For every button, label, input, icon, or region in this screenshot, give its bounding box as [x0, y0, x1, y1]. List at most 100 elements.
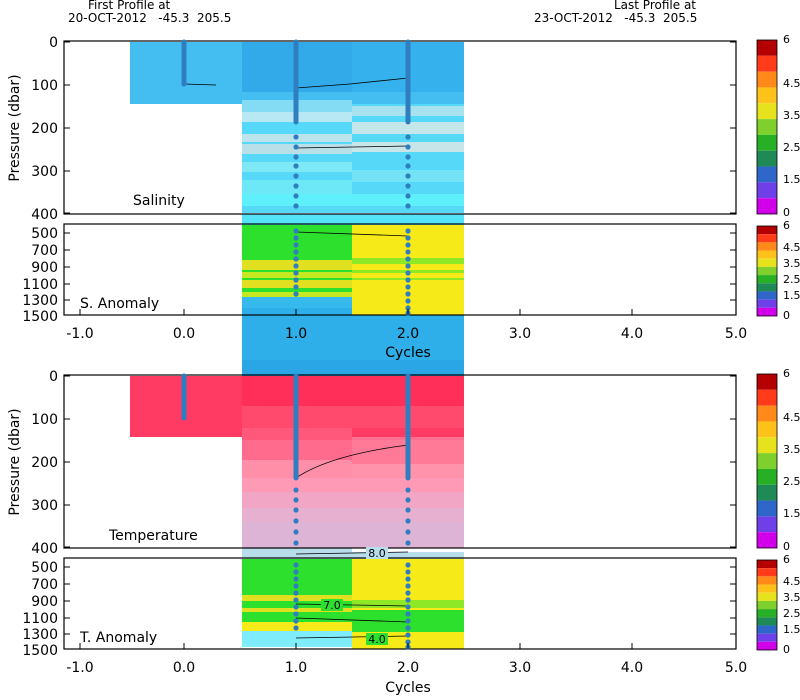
- colorbar-swatch: [757, 242, 777, 251]
- contour-line: [183, 83, 217, 86]
- colorbar-swatch: [757, 389, 777, 406]
- profile-point: [405, 583, 411, 589]
- xtick-label: 1.0: [285, 660, 307, 676]
- profile-point: [405, 497, 411, 503]
- profile-point: [293, 235, 299, 241]
- colorbar-swatch: [757, 484, 777, 501]
- profile-point: [405, 305, 411, 311]
- profile-point: [293, 497, 299, 503]
- contour-line: [295, 231, 409, 237]
- ytick-label: 1100: [22, 277, 58, 293]
- contour-label: 8.0: [368, 547, 386, 560]
- colorbars: 64.53.52.51.5064.53.52.51.5064.53.52.51.…: [64, 33, 800, 656]
- colorbar-label: 4.5: [783, 411, 800, 424]
- profile-point: [405, 590, 411, 596]
- colorbar-label: 4.5: [783, 241, 800, 254]
- xtick-label: -1.0: [66, 660, 93, 676]
- colorbar-label: 6: [783, 219, 790, 232]
- colorbar-label: 4.5: [783, 575, 800, 588]
- ytick-label: 900: [31, 260, 58, 276]
- profile-point: [405, 604, 411, 610]
- colorbar-swatch: [757, 275, 777, 284]
- temperature-yticks: 0 100 200 300 400: [31, 369, 58, 557]
- last-profile-value: 23-OCT-2012 -45.3 205.5: [534, 11, 697, 25]
- colorbar-swatch: [757, 500, 777, 517]
- contour-lines: [183, 77, 409, 639]
- colorbar-swatch: [757, 134, 777, 151]
- contour-line: [295, 77, 409, 89]
- profile-point: [405, 611, 411, 617]
- ytick-label: 500: [31, 560, 58, 576]
- salinity-yticks: 0 100 200 300 400: [31, 35, 58, 223]
- ytick-label: 300: [31, 164, 58, 180]
- colorbar-swatch: [757, 453, 777, 469]
- profile-point: [293, 604, 299, 610]
- first-profile-label: First Profile at: [88, 0, 171, 12]
- ytick-label: 100: [31, 412, 58, 428]
- colorbar-swatch: [757, 625, 777, 634]
- colorbar-label: 4.5: [783, 77, 800, 90]
- profile-point: [293, 242, 299, 248]
- ytick-label: 1500: [22, 643, 58, 659]
- profile-point: [405, 203, 411, 209]
- colorbar-swatch: [757, 307, 777, 316]
- contour-label: 7.0: [323, 599, 341, 612]
- colorbar-label: 6: [783, 33, 790, 46]
- xtick-label: 4.0: [621, 326, 643, 342]
- contour-line: [295, 551, 409, 555]
- profile-point: [293, 583, 299, 589]
- colorbar-swatch: [757, 55, 777, 72]
- colorbar-label: 2.5: [783, 273, 800, 286]
- colorbar-swatch: [757, 468, 777, 485]
- ytick-label: 200: [31, 121, 58, 137]
- colorbar-swatch: [757, 609, 777, 618]
- first-profile-value: 20-OCT-2012 -45.3 205.5: [68, 11, 231, 25]
- contour-line: [295, 444, 409, 479]
- profile-point: [405, 540, 411, 546]
- contour-line: [295, 603, 409, 607]
- temperature-ylabel: Pressure (dbar): [7, 408, 23, 515]
- temperature-label: Temperature: [108, 528, 198, 544]
- profile-point: [293, 144, 299, 150]
- colorbar-swatch: [757, 166, 777, 183]
- colorbar-swatch: [757, 532, 777, 548]
- colorbar-label: 6: [783, 367, 790, 380]
- colorbar-label: 0: [783, 540, 790, 553]
- xtick-label: -1.0: [66, 326, 93, 342]
- colorbar-swatch: [757, 437, 777, 454]
- profile-point: [405, 562, 411, 568]
- salinity-ylabel: Pressure (dbar): [7, 74, 23, 181]
- colorbar-swatch: [757, 576, 777, 585]
- profile-point: [405, 569, 411, 575]
- colorbar-swatch: [757, 40, 777, 56]
- profile-point: [293, 270, 299, 276]
- colorbar-label: 2.5: [783, 607, 800, 620]
- colorbar-swatch: [757, 600, 777, 610]
- profile-point: [293, 590, 299, 596]
- profile-point: [293, 134, 299, 140]
- profile-point: [293, 249, 299, 255]
- t-anomaly-xticks: -1.0 0.0 1.0 2.0 3.0 4.0 5.0: [66, 660, 747, 676]
- colorbar-swatch: [757, 617, 777, 626]
- colorbar-label: 3.5: [783, 109, 800, 122]
- colorbar-swatch: [757, 568, 777, 577]
- profile-point: [293, 518, 299, 524]
- ytick-label: 700: [31, 577, 58, 593]
- ytick-label: 900: [31, 594, 58, 610]
- colorbar-swatch: [757, 150, 777, 167]
- ytick-label: 100: [31, 78, 58, 94]
- profile-point: [405, 277, 411, 283]
- profile-point: [293, 256, 299, 262]
- profile-point: [405, 298, 411, 304]
- profile-point: [405, 242, 411, 248]
- profile-point: [293, 529, 299, 535]
- colorbar-swatch: [757, 421, 777, 438]
- colorbar-label: 0: [783, 309, 790, 322]
- colorbar-swatch: [757, 405, 777, 422]
- profile-point: [293, 163, 299, 169]
- profile-point: [405, 256, 411, 262]
- ytick-label: 0: [49, 35, 58, 51]
- profile-point: [293, 576, 299, 582]
- profile-point: [293, 597, 299, 603]
